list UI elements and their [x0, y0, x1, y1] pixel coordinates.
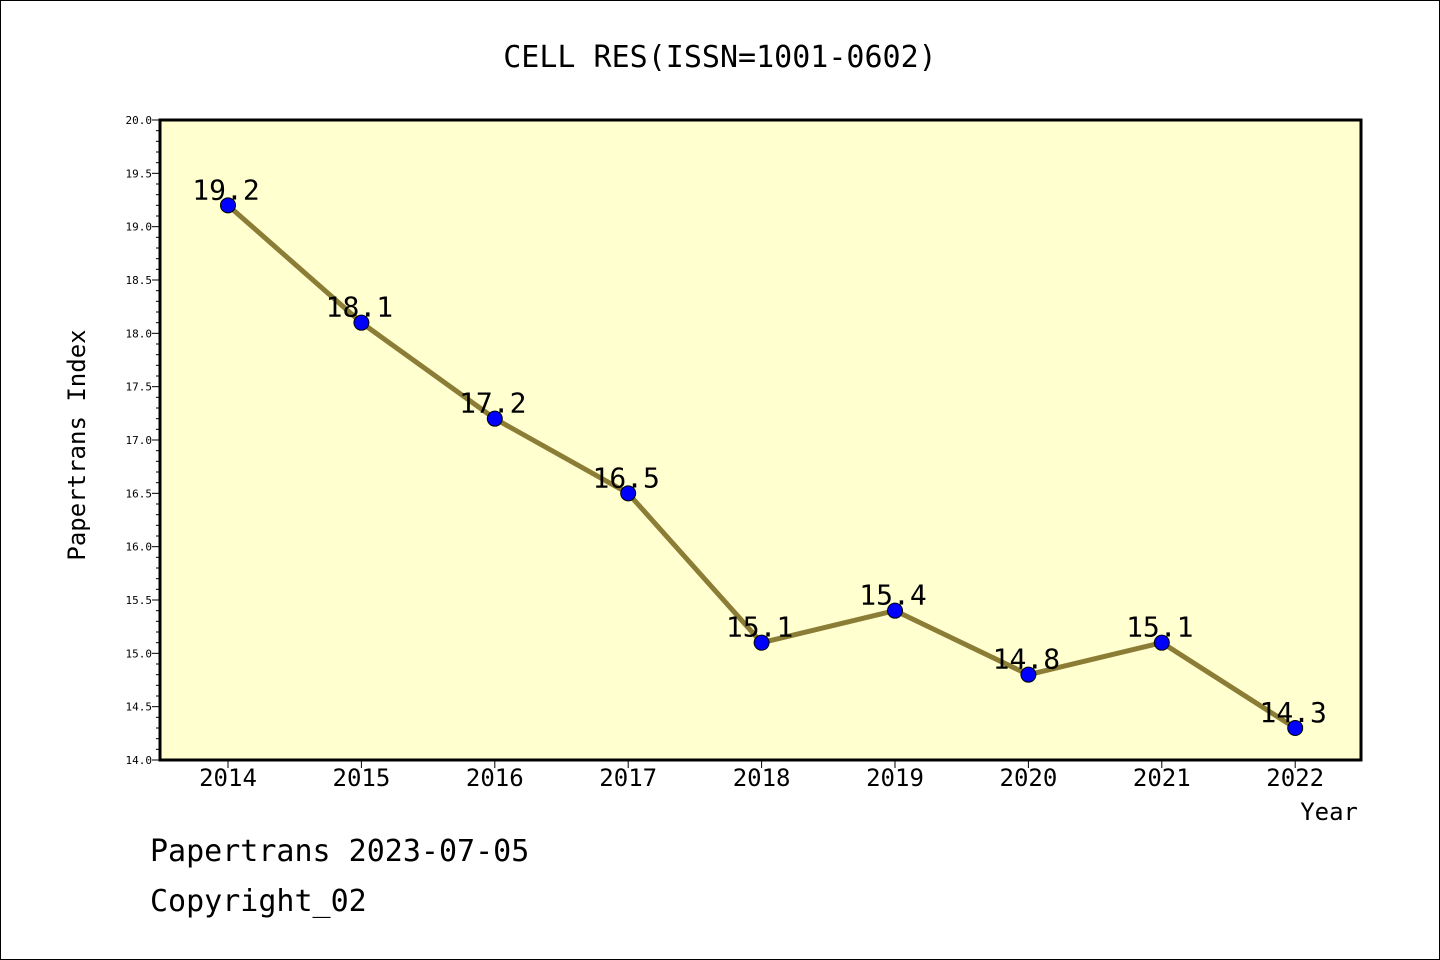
- data-label: 16.5: [592, 461, 659, 494]
- y-tick-label: 15.5: [126, 594, 153, 607]
- x-tick-label: 2016: [466, 764, 524, 792]
- series: 19.2 18.1 17.2 16.5 15.1 15.4 14.8 15.1 14.3: [192, 173, 1327, 736]
- y-tick-label: 14.5: [126, 701, 153, 714]
- data-point: [486, 410, 503, 427]
- y-axis-label: Papertrans Index: [63, 329, 91, 560]
- x-tick-label: 2020: [1000, 764, 1058, 792]
- footer-date: Papertrans 2023-07-05: [150, 834, 530, 869]
- x-tick-label: 2018: [733, 764, 791, 792]
- x-tick-label: 2021: [1133, 764, 1191, 792]
- plot-area: [158, 118, 1363, 762]
- y-tick-label: 20.0: [126, 114, 153, 127]
- x-tick-label: 2022: [1266, 764, 1324, 792]
- data-label: 15.1: [1126, 611, 1193, 644]
- data-label: 14.8: [993, 643, 1060, 676]
- data-point: [887, 602, 903, 619]
- footer-copyright: Copyright_02: [150, 884, 367, 919]
- y-tick-label: 15.0: [126, 647, 153, 660]
- y-tick-label: 17.0: [126, 434, 153, 447]
- y-tick-label: 16.0: [126, 541, 153, 554]
- y-tick-label: 18.0: [126, 327, 153, 340]
- x-tick-label: 2017: [599, 764, 657, 792]
- x-tick-label: 2019: [866, 764, 924, 792]
- data-point: [1153, 634, 1170, 651]
- data-label: 19.2: [192, 173, 259, 206]
- chart-title: CELL RES(ISSN=1001-0602): [503, 40, 936, 75]
- data-label: 15.4: [859, 579, 926, 612]
- data-point: [1020, 666, 1037, 683]
- y-axis: 14.0 14.5 15.0 15.5 16.0 16.5 17.0 17.5 18.0 18.5…: [126, 114, 160, 767]
- x-axis: 2014 2015 2016 2017 2018 2019 2020 2021 2022: [199, 760, 1324, 792]
- y-tick-label: 14.0: [126, 754, 153, 767]
- data-point: [620, 485, 637, 502]
- y-tick-label: 16.5: [126, 487, 153, 500]
- data-point: [1287, 720, 1304, 736]
- data-point: [353, 314, 370, 331]
- data-point: [220, 197, 236, 214]
- data-label: 14.3: [1259, 696, 1326, 729]
- x-axis-label: Year: [1300, 798, 1358, 826]
- y-tick-label: 17.5: [126, 381, 153, 394]
- x-tick-label: 2014: [199, 764, 257, 792]
- data-label: 15.1: [726, 611, 793, 644]
- x-tick-label: 2015: [333, 764, 391, 792]
- y-tick-label: 19.5: [126, 167, 153, 180]
- data-label: 18.1: [326, 291, 393, 324]
- y-tick-label: 18.5: [126, 274, 153, 287]
- data-point: [753, 634, 770, 651]
- data-label: 17.2: [459, 387, 526, 420]
- y-tick-label: 19.0: [126, 221, 153, 234]
